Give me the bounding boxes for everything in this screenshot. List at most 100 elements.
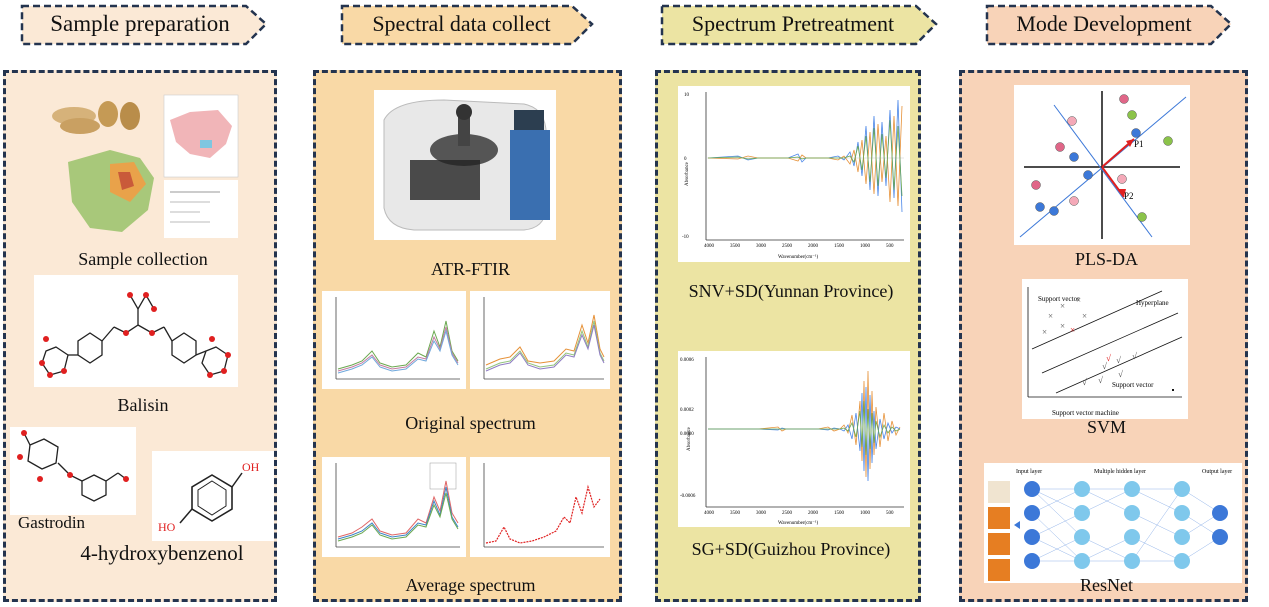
x-tick: 2000 (808, 244, 819, 249)
oh-label: OH (242, 460, 260, 474)
x-tick: 1500 (834, 244, 845, 249)
sg-sd-plot: 0.0006 0.0002 0.0000 -0.0006 Absorbance … (678, 351, 910, 527)
atr-ftir-instrument-image (374, 90, 556, 240)
sample-collection-map-icon (52, 94, 239, 238)
sample-preparation-panel: Sample collection (3, 70, 277, 602)
stage-title: Sample preparation (50, 11, 230, 36)
stage-title: Spectral data collect (372, 11, 551, 36)
gastrodin-molecule-icon (17, 430, 129, 502)
input-layer-label: Input layer (1016, 469, 1042, 475)
snv-sd-spectrum-plot: 10 0 -10 Absorbance 4000 3500 3000 2500 … (682, 92, 904, 260)
x-tick: 4000 (704, 244, 715, 249)
sample-collection-caption: Sample collection (78, 249, 208, 269)
x-tick: 4000 (704, 511, 715, 516)
y-axis-label: Absorbance (685, 161, 690, 186)
mode-development-panel: P1 P2 PLS-DA (959, 70, 1248, 602)
svg-text:×: × (1042, 327, 1047, 337)
stage-title: Mode Development (1016, 11, 1192, 36)
hydroxybenzenol-caption: 4-hydroxybenzenol (80, 541, 244, 565)
y-axis-label: Absorbance (687, 426, 692, 451)
svg-text:×: × (1060, 301, 1065, 311)
x-tick: 500 (886, 244, 894, 249)
spectrum-pretreatment-panel: 10 0 -10 Absorbance 4000 3500 3000 2500 … (655, 70, 921, 602)
x-tick: 1000 (860, 511, 871, 516)
svg-text:√: √ (1132, 351, 1137, 361)
average-spectrum-caption: Average spectrum (405, 575, 536, 595)
y-tick: 0.0006 (680, 358, 694, 363)
sample-collection-image (50, 92, 240, 240)
x-tick: 1000 (860, 244, 871, 249)
x-tick: 2000 (808, 511, 819, 516)
svg-text:×: × (1076, 295, 1081, 305)
p2-label: P2 (1124, 191, 1134, 201)
balisin-molecule-icon (39, 292, 231, 378)
x-tick: 3000 (756, 244, 767, 249)
support-vector-label-bottom: Support vector (1112, 381, 1154, 389)
resnet-caption: ResNet (1080, 575, 1133, 595)
x-tick: 2500 (782, 511, 793, 516)
svg-text:√: √ (1102, 361, 1107, 371)
spectrum-thumbnail-icon (483, 463, 604, 548)
svg-text:√: √ (1116, 355, 1121, 365)
support-vector-label-top: Support vector (1038, 295, 1080, 303)
output-layer-label: Output layer (1202, 469, 1232, 475)
y-tick: 0.0000 (680, 432, 694, 437)
hidden-layer-label: Multiple hidden layer (1094, 469, 1146, 475)
pls-da-diagram: P1 P2 (1014, 85, 1190, 245)
svg-text:√: √ (1098, 375, 1103, 385)
average-spectrum-plot-right (470, 457, 610, 557)
svm-hyperplane-icon: Support vector Hyperplane Support vector… (1027, 287, 1183, 417)
resnet-diagram: Input layer Multiple hidden layer Output… (984, 463, 1242, 583)
p1-label: P1 (1134, 139, 1144, 149)
gastrodin-structure-image (10, 427, 136, 515)
spectrum-thumbnail-icon (483, 297, 605, 380)
x-tick: 1500 (834, 511, 845, 516)
resnet-network-icon: Input layer Multiple hidden layer Output… (988, 469, 1232, 581)
y-tick: 0 (684, 157, 687, 162)
svm-diagram: Support vector Hyperplane Support vector… (1022, 279, 1188, 419)
x-tick: 3000 (756, 511, 767, 516)
svg-text:×: × (1082, 311, 1087, 321)
original-spectrum-caption: Original spectrum (405, 413, 536, 433)
x-axis-label: Wavenumber(cm⁻¹) (778, 520, 818, 526)
arrow-banner-shape (340, 4, 594, 46)
svm-title: Support vector machine (1052, 409, 1119, 417)
pls-da-caption: PLS-DA (1074, 249, 1138, 269)
y-tick: -0.0006 (680, 494, 696, 499)
y-tick: 10 (684, 93, 690, 98)
svm-caption: SVM (1086, 417, 1126, 437)
original-spectrum-plot-left (322, 291, 466, 389)
spectrum-thumbnail-icon (335, 462, 460, 548)
y-tick: 0.0002 (680, 408, 694, 413)
arrow-banner-shape (660, 4, 938, 46)
hydroxybenzenol-molecule-icon: OH HO (158, 460, 260, 534)
svg-text:×: × (1070, 325, 1075, 335)
average-spectrum-plot-left (322, 457, 466, 557)
arrow-banner-shape (20, 4, 268, 46)
stage-header-spectrum-pretreatment: Spectrum Pretreatment (660, 0, 940, 48)
sg-sd-caption: SG+SD(Guizhou Province) (691, 539, 891, 559)
ftir-instrument-icon (383, 99, 550, 231)
svg-text:√: √ (1082, 377, 1087, 387)
x-tick: 3500 (730, 511, 741, 516)
svg-text:√: √ (1118, 369, 1123, 379)
original-spectrum-plot-right (470, 291, 610, 389)
gastrodin-caption: Gastrodin (18, 513, 86, 532)
svg-text:×: × (1048, 311, 1053, 321)
snv-sd-plot: 10 0 -10 Absorbance 4000 3500 3000 2500 … (678, 86, 910, 262)
pls-da-scatter-icon: P1 P2 (1019, 91, 1187, 239)
ho-label: HO (158, 520, 176, 534)
x-tick: 2500 (782, 244, 793, 249)
atr-ftir-caption: ATR-FTIR (430, 259, 510, 279)
stage-header-spectral-data-collect: Spectral data collect (340, 0, 595, 48)
svg-text:√: √ (1106, 353, 1111, 363)
svg-text:×: × (1060, 321, 1065, 331)
stage-header-sample-preparation: Sample preparation (20, 0, 270, 48)
spectral-data-panel: ATR-FTIR Original spectrum (313, 70, 622, 602)
balisin-structure-image (34, 275, 238, 387)
sg-sd-spectrum-plot: 0.0006 0.0002 0.0000 -0.0006 Absorbance … (680, 357, 904, 526)
y-tick: -10 (682, 235, 689, 240)
stage-title: Spectrum Pretreatment (691, 11, 895, 36)
hydroxybenzenol-structure-image: OH HO (152, 451, 274, 541)
x-axis-label: Wavenumber(cm⁻¹) (778, 254, 818, 260)
